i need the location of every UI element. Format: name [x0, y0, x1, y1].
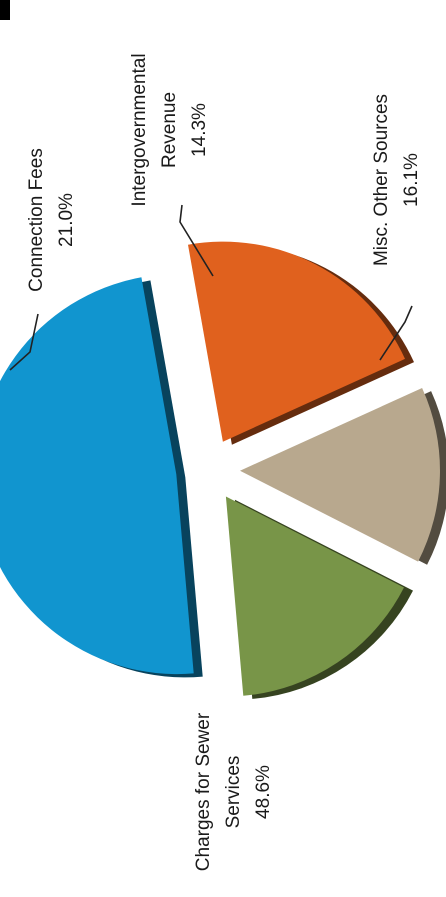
slice-label-3: Misc. Other Sources 16.1% [371, 94, 422, 266]
slice-pct-2: 14.3% [189, 103, 210, 157]
slice-label-2: Intergovernmental Revenue 14.3% [129, 53, 210, 206]
leader-line-2 [179, 204, 214, 277]
slice-name-2-0: Intergovernmental [129, 53, 150, 206]
slice-name-0-1: Services [223, 756, 244, 829]
slice-label-0: Charges for Sewer Services 48.6% [193, 712, 274, 871]
slice-name-0-0: Charges for Sewer [193, 712, 214, 871]
pie-slice-0 [0, 277, 194, 675]
slice-name-2-1: Revenue [159, 92, 180, 168]
leader-line-3 [379, 305, 413, 361]
slice-label-1: Connection Fees 21.0% [26, 148, 77, 292]
pie-slice-2 [240, 388, 440, 562]
slice-pct-3: 16.1% [401, 153, 422, 207]
pie-slice-1 [188, 241, 405, 442]
pie-slice-3 [225, 496, 404, 696]
slice-name-1-0: Connection Fees [26, 148, 47, 292]
leader-line-1 [9, 313, 39, 371]
slice-name-3-0: Misc. Other Sources [371, 94, 392, 266]
slice-pct-0: 48.6% [253, 765, 274, 819]
corner-mark [0, 0, 10, 20]
slice-pct-1: 21.0% [56, 193, 77, 247]
